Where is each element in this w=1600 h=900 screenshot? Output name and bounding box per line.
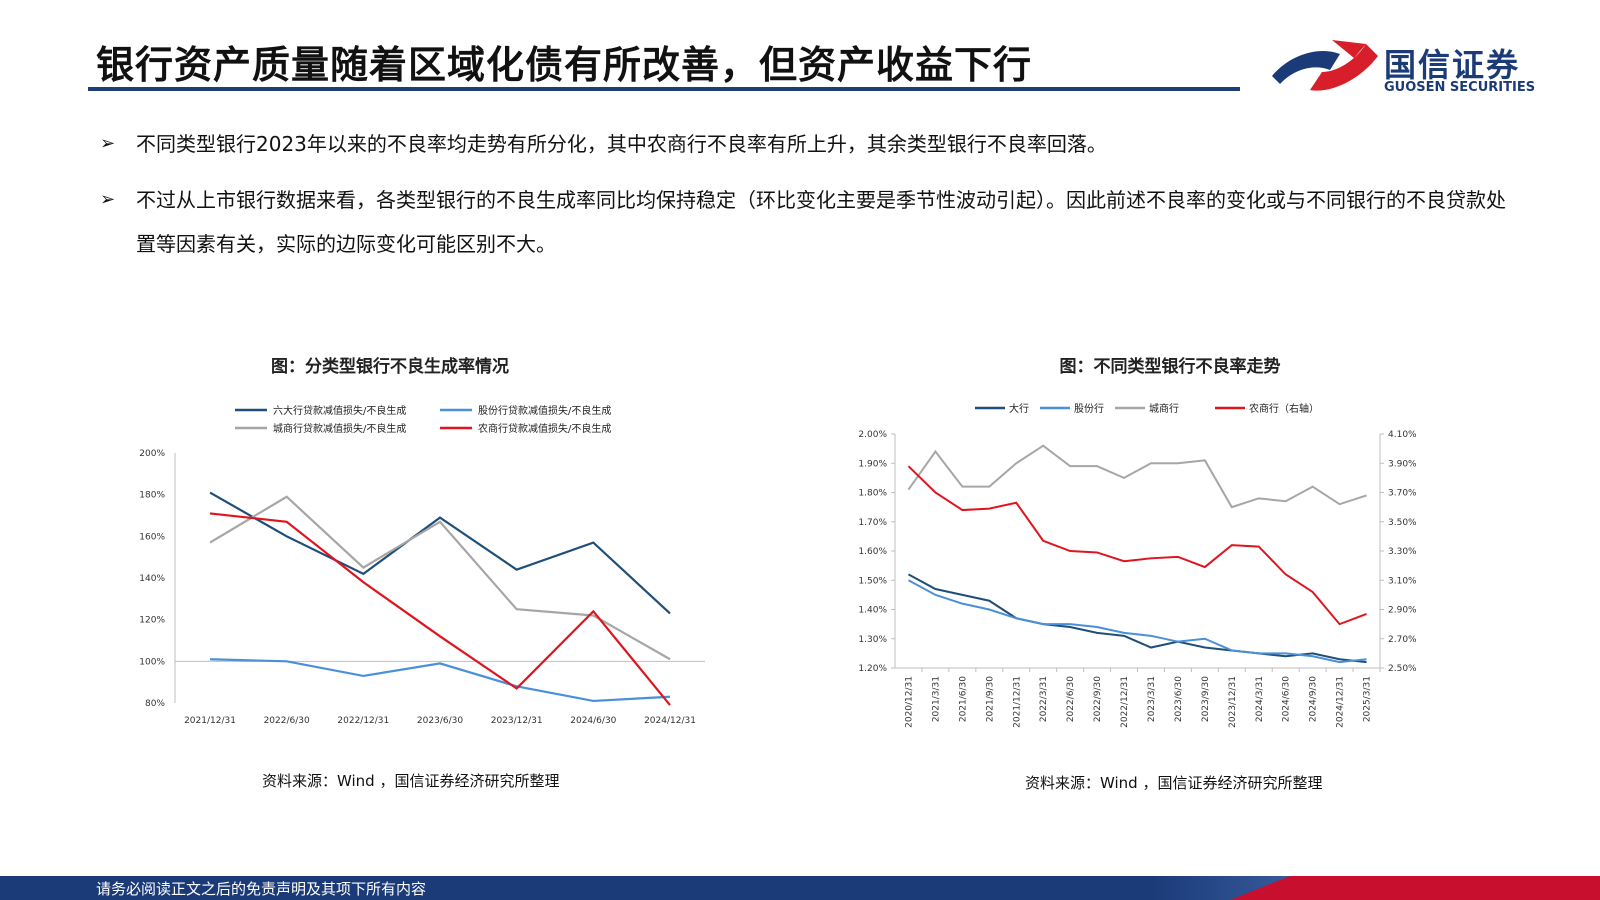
y-tick-label-right: 2.70% [1388,635,1417,645]
x-tick-label: 2022/12/31 [337,716,389,726]
y-tick-label-right: 3.70% [1388,489,1417,499]
x-tick-label: 2023/6/30 [417,716,463,726]
x-tick-label: 2022/3/31 [1039,676,1049,722]
series-line [907,579,1367,664]
series-line [907,465,1367,626]
y-tick-label-right: 4.10% [1388,430,1417,440]
x-tick-label: 2022/6/30 [264,716,310,726]
legend-label: 城商行贷款减值损失/不良生成 [273,422,406,435]
chart2-npl-ratio: 1.20% 1.30% 1.40% 1.50% 1.60% 1.70% 1.80% 1.90%… [858,402,1417,728]
legend-label: 农商行贷款减值损失/不良生成 [478,422,611,435]
bullet-1: ➢ 不同类型银行2023年以来的不良率均走势有所分化，其中农商行不良率有所上升，… [100,122,1520,166]
x-tick-label: 2025/3/31 [1363,676,1373,722]
y-tick-label: 120% [139,616,165,626]
logo-text-cn: 国信证券 [1384,46,1521,84]
series-line [209,491,671,615]
page-title: 银行资产质量随着区域化债有所改善，但资产收益下行 [96,43,1033,87]
series-line [209,512,671,706]
chart2-source: 资料来源：Wind ，国信证券经济研究所整理 [1025,774,1323,792]
bullet-2: ➢ 不过从上市银行数据来看，各类型银行的不良生成率同比均保持稳定（环比变化主要是… [100,178,1520,266]
x-tick-label: 2022/9/30 [1093,676,1103,722]
y-tick-label-left: 1.30% [858,635,887,645]
x-tick-label: 2024/6/30 [570,716,616,726]
y-tick-label: 180% [139,491,165,501]
x-tick-label: 2022/12/31 [1120,676,1130,728]
legend-label: 城商行 [1149,402,1179,415]
x-tick-label: 2024/9/30 [1309,676,1319,722]
x-tick-label: 2024/12/31 [1336,676,1346,728]
legend-label: 股份行 [1074,402,1104,415]
series-line [907,444,1367,509]
x-tick-label: 2021/9/30 [985,676,995,722]
y-tick-label-right: 2.90% [1388,606,1417,616]
y-tick-label-left: 1.90% [858,459,887,469]
series-line [907,573,1367,664]
y-tick-label: 160% [139,532,165,542]
legend-label: 农商行（右轴） [1249,402,1319,415]
y-tick-label-left: 1.80% [858,489,887,499]
y-tick-label: 140% [139,574,165,584]
series-line [209,495,671,661]
x-tick-label: 2023/12/31 [1228,676,1238,728]
y-tick-label-right: 2.50% [1388,664,1417,674]
y-tick-label: 200% [139,449,165,459]
y-tick-label-left: 1.20% [858,664,887,674]
footer-bar [0,876,1600,900]
bullet-arrow-icon: ➢ [100,133,116,154]
bullet-text: 不过从上市银行数据来看，各类型银行的不良生成率同比均保持稳定（环比变化主要是季节… [136,188,1506,256]
y-tick-label-left: 2.00% [858,430,887,440]
guosen-logo-icon [1272,40,1378,91]
chart1-npl-generation: 80% 100% 120% 140% 160% 180% 200% 2021/12/31 202… [139,404,705,726]
x-tick-label: 2022/6/30 [1066,676,1076,722]
bullet-text: 不同类型银行2023年以来的不良率均走势有所分化，其中农商行不良率有所上升，其余… [136,132,1107,156]
y-tick-label-left: 1.70% [858,518,887,528]
x-tick-label: 2021/3/31 [931,676,941,722]
y-tick-label: 100% [139,657,165,667]
bullet-arrow-icon: ➢ [100,189,116,210]
x-tick-label: 2021/6/30 [958,676,968,722]
y-tick-label-left: 1.50% [858,576,887,586]
chart1-source: 资料来源：Wind ，国信证券经济研究所整理 [262,772,560,790]
x-tick-label: 2023/3/31 [1147,676,1157,722]
chart1-title: 图：分类型银行不良生成率情况 [271,357,509,377]
legend-label: 股份行贷款减值损失/不良生成 [478,404,611,417]
y-tick-label: 80% [145,699,165,709]
y-tick-label-right: 3.90% [1388,459,1417,469]
title-underline [88,87,1240,91]
x-tick-label: 2023/9/30 [1201,676,1211,722]
x-tick-label: 2021/12/31 [184,716,236,726]
chart2-title: 图：不同类型银行不良率走势 [1059,357,1281,377]
x-tick-label: 2024/6/30 [1282,676,1292,722]
footer-disclaimer: 请务必阅读正文之后的免责声明及其项下所有内容 [96,880,427,898]
y-tick-label-left: 1.60% [858,547,887,557]
y-tick-label-right: 3.10% [1388,576,1417,586]
x-tick-label: 2024/3/31 [1255,676,1265,722]
x-tick-label: 2021/12/31 [1012,676,1022,728]
legend-label: 六大行贷款减值损失/不良生成 [273,404,406,417]
y-tick-label-right: 3.50% [1388,518,1417,528]
x-tick-label: 2023/12/31 [491,716,543,726]
series-line [209,658,671,703]
y-tick-label-left: 1.40% [858,606,887,616]
x-tick-label: 2020/12/31 [904,676,914,728]
x-tick-label: 2024/12/31 [644,716,696,726]
logo-text-en: GUOSEN SECURITIES [1384,80,1536,95]
x-tick-label: 2023/6/30 [1174,676,1184,722]
y-tick-label-right: 3.30% [1388,547,1417,557]
legend-label: 大行 [1009,402,1029,415]
